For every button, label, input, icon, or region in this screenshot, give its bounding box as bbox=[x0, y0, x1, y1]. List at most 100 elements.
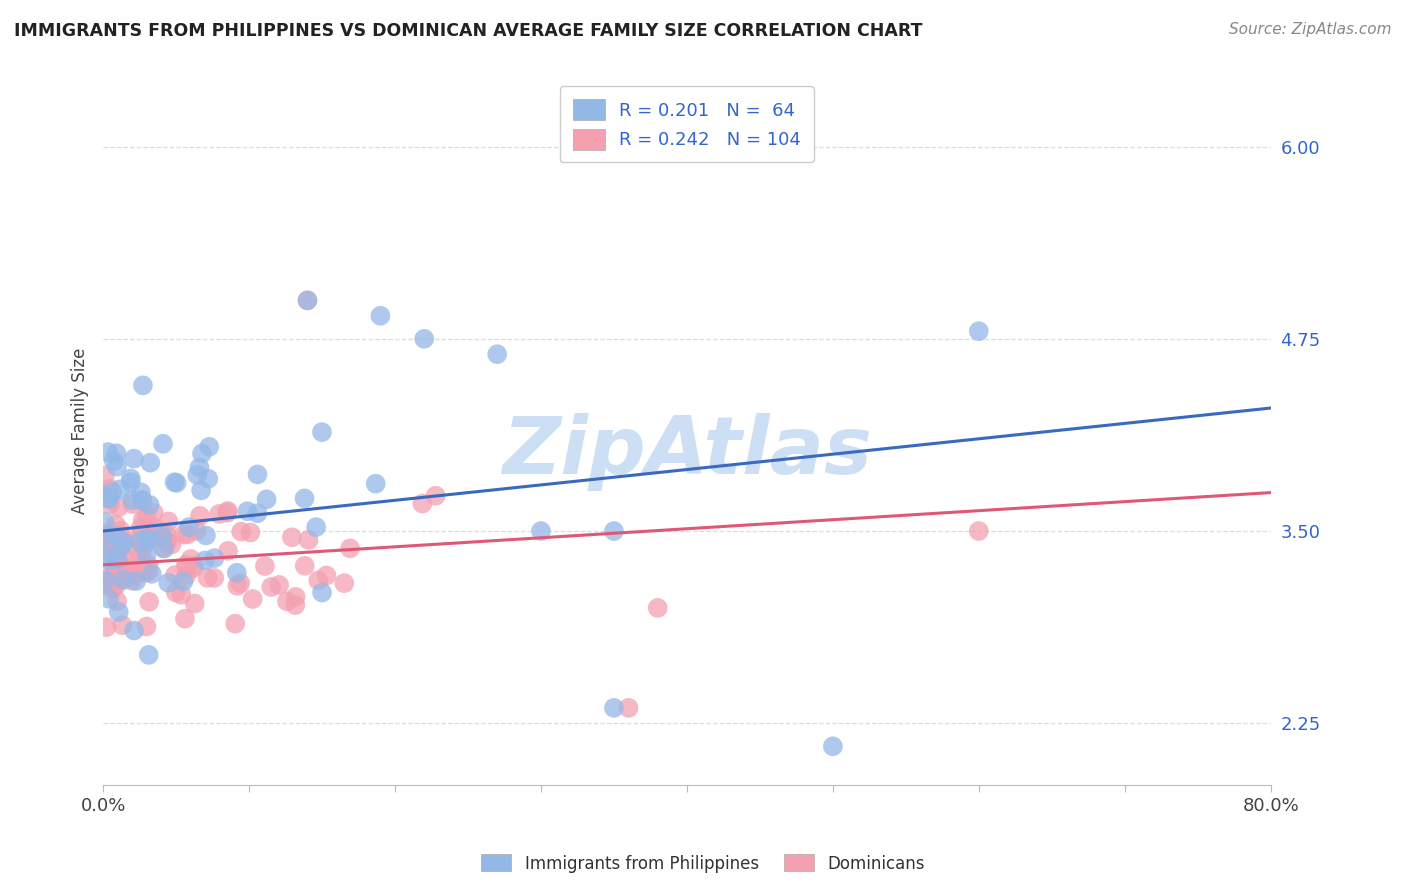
Point bbox=[174, 569, 197, 583]
Point bbox=[294, 558, 316, 573]
Point bbox=[135, 619, 157, 633]
Point bbox=[98, 578, 121, 592]
Point bbox=[129, 565, 152, 579]
Point bbox=[194, 528, 217, 542]
Point bbox=[165, 585, 187, 599]
Point bbox=[110, 540, 132, 554]
Point bbox=[93, 515, 115, 529]
Point bbox=[135, 532, 157, 546]
Point bbox=[281, 530, 304, 544]
Point bbox=[107, 500, 129, 515]
Point bbox=[105, 553, 128, 567]
Point bbox=[138, 498, 160, 512]
Point bbox=[120, 569, 142, 583]
Point bbox=[202, 551, 225, 566]
Point bbox=[129, 485, 152, 500]
Point bbox=[104, 517, 127, 532]
Point bbox=[413, 332, 436, 346]
Point bbox=[134, 566, 156, 580]
Point bbox=[98, 497, 121, 511]
Point bbox=[112, 533, 135, 548]
Point bbox=[188, 508, 211, 523]
Point bbox=[97, 445, 120, 459]
Point bbox=[157, 575, 180, 590]
Point bbox=[132, 524, 155, 538]
Point bbox=[333, 576, 356, 591]
Point bbox=[294, 491, 316, 506]
Point bbox=[246, 506, 269, 520]
Point bbox=[139, 533, 162, 547]
Point bbox=[411, 497, 433, 511]
Point bbox=[153, 541, 176, 556]
Point bbox=[311, 425, 333, 439]
Point bbox=[98, 482, 121, 496]
Point bbox=[370, 309, 392, 323]
Point bbox=[297, 293, 319, 308]
Point bbox=[197, 472, 219, 486]
Point bbox=[101, 582, 124, 596]
Point bbox=[166, 475, 188, 490]
Point bbox=[186, 524, 208, 538]
Point bbox=[530, 524, 553, 538]
Point bbox=[967, 324, 990, 338]
Point bbox=[143, 521, 166, 535]
Point bbox=[284, 598, 307, 612]
Point bbox=[94, 529, 117, 543]
Point bbox=[111, 618, 134, 632]
Point bbox=[134, 538, 156, 552]
Point bbox=[173, 527, 195, 541]
Point bbox=[131, 492, 153, 507]
Point bbox=[122, 451, 145, 466]
Point bbox=[297, 533, 319, 547]
Point bbox=[603, 524, 626, 538]
Point bbox=[96, 541, 118, 556]
Point bbox=[305, 520, 328, 534]
Point bbox=[190, 483, 212, 498]
Point bbox=[138, 558, 160, 573]
Point bbox=[425, 489, 447, 503]
Point bbox=[101, 485, 124, 500]
Point bbox=[142, 531, 165, 545]
Point bbox=[98, 543, 121, 558]
Point bbox=[141, 566, 163, 581]
Point bbox=[229, 576, 252, 591]
Point bbox=[112, 535, 135, 549]
Point bbox=[120, 475, 142, 490]
Point bbox=[135, 548, 157, 562]
Point bbox=[98, 542, 121, 557]
Point bbox=[96, 620, 118, 634]
Point bbox=[129, 521, 152, 535]
Point bbox=[104, 561, 127, 575]
Point bbox=[183, 558, 205, 573]
Point bbox=[117, 568, 139, 582]
Point bbox=[121, 493, 143, 508]
Point bbox=[163, 475, 186, 490]
Point bbox=[307, 574, 329, 588]
Point bbox=[110, 524, 132, 538]
Point bbox=[156, 535, 179, 549]
Point bbox=[152, 541, 174, 556]
Point bbox=[176, 527, 198, 541]
Point bbox=[157, 515, 180, 529]
Point bbox=[260, 580, 283, 594]
Point bbox=[138, 648, 160, 662]
Point bbox=[246, 467, 269, 482]
Point bbox=[160, 537, 183, 551]
Point bbox=[156, 528, 179, 542]
Point bbox=[124, 565, 146, 579]
Point bbox=[132, 378, 155, 392]
Point bbox=[107, 605, 129, 619]
Point bbox=[131, 494, 153, 508]
Point bbox=[253, 559, 276, 574]
Point bbox=[231, 524, 253, 539]
Point bbox=[239, 525, 262, 540]
Point bbox=[967, 524, 990, 538]
Point bbox=[821, 739, 844, 754]
Point bbox=[174, 558, 197, 572]
Point bbox=[165, 567, 187, 582]
Point bbox=[112, 549, 135, 564]
Point bbox=[103, 532, 125, 546]
Point bbox=[97, 491, 120, 506]
Point bbox=[242, 592, 264, 607]
Point bbox=[603, 701, 626, 715]
